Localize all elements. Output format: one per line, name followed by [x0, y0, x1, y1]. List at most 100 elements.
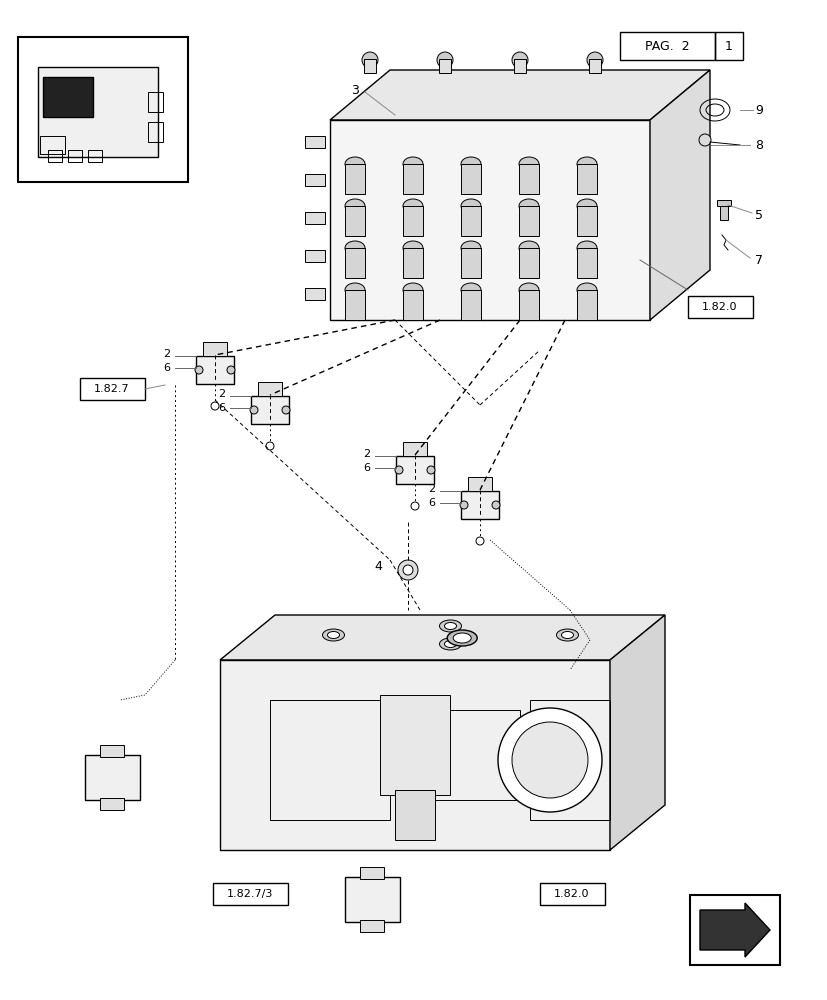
Bar	[438, 59, 451, 73]
Bar	[100, 745, 124, 757]
Text: 1.82.7: 1.82.7	[94, 384, 130, 394]
Bar	[576, 290, 596, 320]
Polygon shape	[699, 903, 769, 957]
Ellipse shape	[561, 632, 573, 638]
Circle shape	[398, 560, 418, 580]
Circle shape	[427, 466, 434, 474]
Ellipse shape	[452, 633, 471, 643]
Ellipse shape	[345, 283, 365, 297]
Circle shape	[511, 52, 528, 68]
Ellipse shape	[444, 640, 456, 648]
Bar	[148, 92, 163, 112]
Circle shape	[586, 52, 602, 68]
Bar	[461, 491, 499, 519]
Circle shape	[282, 406, 289, 414]
Ellipse shape	[403, 283, 423, 297]
Bar	[403, 164, 423, 194]
Circle shape	[497, 708, 601, 812]
Bar	[461, 290, 480, 320]
Polygon shape	[330, 120, 649, 320]
Text: 1.82.0: 1.82.0	[553, 889, 589, 899]
Bar	[461, 164, 480, 194]
Text: 4: 4	[374, 560, 381, 574]
Ellipse shape	[461, 157, 480, 171]
Bar	[715, 32, 742, 60]
Bar	[48, 150, 62, 162]
Ellipse shape	[322, 629, 344, 641]
Bar	[403, 248, 423, 278]
Circle shape	[394, 466, 403, 474]
Ellipse shape	[576, 283, 596, 297]
Bar	[588, 59, 600, 73]
Text: 8: 8	[754, 139, 762, 152]
Bar	[304, 212, 325, 224]
Text: 6: 6	[428, 498, 434, 508]
Circle shape	[211, 402, 218, 410]
Ellipse shape	[519, 157, 538, 171]
Polygon shape	[330, 70, 709, 120]
Bar	[467, 477, 491, 491]
Bar	[519, 290, 538, 320]
Bar	[203, 342, 227, 356]
Circle shape	[491, 501, 500, 509]
Bar	[419, 710, 519, 800]
Bar	[304, 288, 325, 300]
Bar	[345, 164, 365, 194]
Bar	[403, 442, 427, 456]
Text: 6: 6	[163, 363, 170, 373]
Circle shape	[410, 502, 418, 510]
Circle shape	[403, 565, 413, 575]
Ellipse shape	[439, 620, 461, 632]
Text: 2: 2	[163, 349, 170, 359]
Bar	[687, 296, 752, 318]
Bar	[43, 77, 93, 117]
Bar	[360, 867, 384, 879]
Bar	[364, 59, 375, 73]
Ellipse shape	[444, 622, 456, 630]
Text: 2: 2	[428, 484, 435, 494]
Bar	[40, 136, 65, 154]
Bar	[576, 164, 596, 194]
Text: 5: 5	[754, 209, 762, 222]
Circle shape	[250, 406, 258, 414]
Text: 2: 2	[218, 389, 225, 399]
Text: 6: 6	[362, 463, 370, 473]
Bar	[345, 248, 365, 278]
Bar	[345, 206, 365, 236]
Text: 9: 9	[754, 104, 762, 117]
Bar	[148, 122, 163, 142]
Bar	[716, 200, 730, 206]
Text: 1: 1	[724, 40, 732, 53]
Bar	[304, 250, 325, 262]
Ellipse shape	[345, 157, 365, 171]
Ellipse shape	[556, 629, 578, 641]
Polygon shape	[649, 70, 709, 320]
Bar	[539, 883, 605, 905]
Ellipse shape	[403, 199, 423, 213]
Circle shape	[361, 52, 378, 68]
Ellipse shape	[327, 632, 339, 638]
Bar	[85, 755, 140, 800]
Circle shape	[227, 366, 235, 374]
Text: 6: 6	[218, 403, 225, 413]
Text: PAG.  2: PAG. 2	[644, 40, 689, 53]
Bar	[304, 174, 325, 186]
Circle shape	[511, 722, 587, 798]
Polygon shape	[609, 615, 664, 850]
Ellipse shape	[576, 157, 596, 171]
Bar	[461, 248, 480, 278]
Circle shape	[437, 52, 452, 68]
Bar	[360, 920, 384, 932]
Bar	[403, 290, 423, 320]
Bar	[251, 396, 289, 424]
Bar	[345, 877, 399, 922]
Bar	[270, 700, 390, 820]
Ellipse shape	[519, 283, 538, 297]
Bar	[689, 895, 779, 965]
Bar	[88, 150, 102, 162]
Ellipse shape	[519, 241, 538, 255]
Bar	[519, 206, 538, 236]
Bar	[576, 248, 596, 278]
Bar	[576, 206, 596, 236]
Circle shape	[460, 501, 467, 509]
